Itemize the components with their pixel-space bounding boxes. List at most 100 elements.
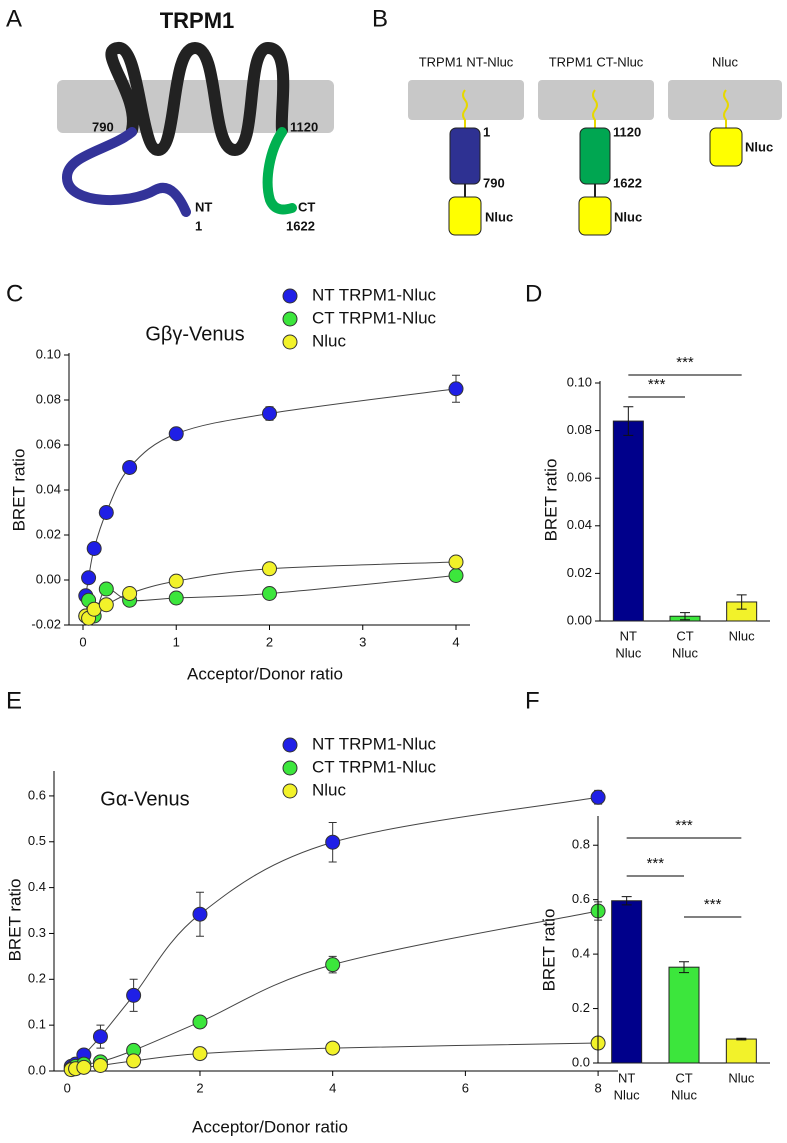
data-point	[126, 987, 142, 1003]
significance-label: ***	[647, 855, 665, 872]
legend-label: NT TRPM1-Nluc	[312, 285, 437, 304]
x-tick-label: Nluc	[615, 645, 642, 660]
x-tick-label: NT	[620, 628, 637, 643]
data-point	[168, 426, 184, 442]
x-tick-label: Nluc	[729, 628, 756, 643]
bar	[668, 966, 700, 1064]
y-axis-label: BRET ratio	[539, 909, 558, 992]
data-point	[262, 406, 277, 421]
legend-label: CT TRPM1-Nluc	[312, 757, 437, 776]
lipid-anchor	[723, 89, 729, 128]
y-tick-label: -0.02	[31, 616, 61, 631]
x-tick-label: 2	[266, 634, 273, 649]
subtitle: Gβγ-Venus	[145, 323, 244, 345]
error-bar	[736, 1037, 747, 1041]
error-bar	[623, 406, 634, 436]
residue-label: 790	[92, 119, 114, 134]
nluc	[448, 196, 482, 236]
x-tick-label: 4	[329, 1080, 336, 1095]
x-tick-label: 6	[462, 1080, 469, 1095]
bar	[611, 900, 643, 1064]
data-point	[122, 586, 138, 601]
panel-letter: E	[6, 687, 22, 714]
lipid-anchor	[462, 89, 468, 128]
y-tick-label: 0.8	[572, 837, 590, 852]
legend-marker	[282, 760, 298, 776]
residue-label: 1622	[286, 218, 315, 233]
data-point	[92, 1057, 108, 1073]
construct-name: Nluc	[712, 54, 739, 69]
data-point	[325, 1040, 341, 1056]
y-tick-label: 0.06	[36, 436, 61, 451]
data-point	[86, 541, 102, 556]
c-terminus	[262, 127, 297, 215]
panel-letter: D	[525, 280, 542, 307]
y-tick-label: 0.10	[567, 374, 592, 389]
x-tick-label: Nluc	[728, 1070, 755, 1085]
data-point	[126, 1053, 142, 1069]
y-tick-label: 0.3	[28, 925, 46, 940]
panel-letters: A B C D E F	[6, 5, 542, 714]
residue-label: 1	[195, 218, 202, 233]
y-tick-label: 0.02	[36, 526, 61, 541]
y-axis-label: BRET ratio	[9, 449, 28, 532]
legend-marker	[282, 783, 298, 799]
x-tick-label: 0	[79, 634, 86, 649]
significance-label: ***	[675, 817, 693, 834]
y-tick-label: 0.6	[28, 787, 46, 802]
data-point	[122, 460, 138, 475]
data-point	[325, 957, 341, 973]
nluc	[709, 127, 743, 167]
y-axis-label: BRET ratio	[5, 879, 24, 962]
significance-label: ***	[676, 354, 694, 371]
data-point	[590, 789, 606, 805]
bar	[612, 420, 644, 622]
y-tick-label: 0.00	[567, 612, 592, 627]
error-bar	[621, 896, 632, 906]
legend-marker	[282, 334, 298, 350]
y-tick-label: 0.04	[567, 517, 592, 532]
data-point	[98, 505, 114, 520]
y-tick-label: 0.06	[567, 470, 592, 485]
error-bar	[680, 612, 690, 621]
data-point	[168, 590, 184, 606]
x-tick-label: 0	[64, 1080, 71, 1095]
y-tick-label: 0.4	[572, 946, 590, 961]
y-tick-label: 0.0	[572, 1054, 590, 1069]
nt-domain	[449, 127, 481, 185]
legend-label: Nluc	[312, 780, 347, 799]
diagram-a: TRPM1 790 1120 NT 1 CT 1622	[57, 8, 334, 233]
data-point	[448, 568, 464, 583]
legend-marker	[282, 737, 298, 753]
x-tick-label: 2	[196, 1080, 203, 1095]
significance-label: ***	[648, 376, 666, 393]
data-point	[448, 554, 464, 570]
data-point	[192, 1014, 208, 1030]
residue-label: 1120	[613, 124, 641, 139]
x-tick-label: NT	[618, 1070, 635, 1085]
y-tick-label: 0.2	[572, 1000, 590, 1015]
y-tick-label: 0.5	[28, 833, 46, 848]
y-tick-label: 0.10	[36, 346, 61, 361]
error-bar	[736, 594, 747, 610]
terminus-label: NT	[195, 199, 212, 214]
x-tick-label: CT	[676, 628, 693, 643]
y-tick-label: 0.2	[28, 971, 46, 986]
data-point	[448, 381, 464, 397]
x-axis-label: Acceptor/Donor ratio	[192, 1117, 348, 1136]
ct-domain	[579, 127, 611, 185]
diagram-title: TRPM1	[160, 8, 235, 33]
x-tick-label: Nluc	[614, 1087, 641, 1102]
construct-name: TRPM1 CT-Nluc	[549, 54, 644, 69]
data-point	[98, 581, 114, 597]
data-point	[192, 1046, 208, 1062]
legend-label: NT TRPM1-Nluc	[312, 734, 437, 753]
x-tick-label: 3	[359, 634, 366, 649]
x-tick-label: 1	[173, 634, 180, 649]
n-terminus	[62, 127, 191, 217]
y-tick-label: 0.02	[567, 565, 592, 580]
nluc-label: Nluc	[745, 139, 773, 154]
panel-letter: B	[372, 5, 388, 32]
y-tick-label: 0.04	[36, 481, 61, 496]
